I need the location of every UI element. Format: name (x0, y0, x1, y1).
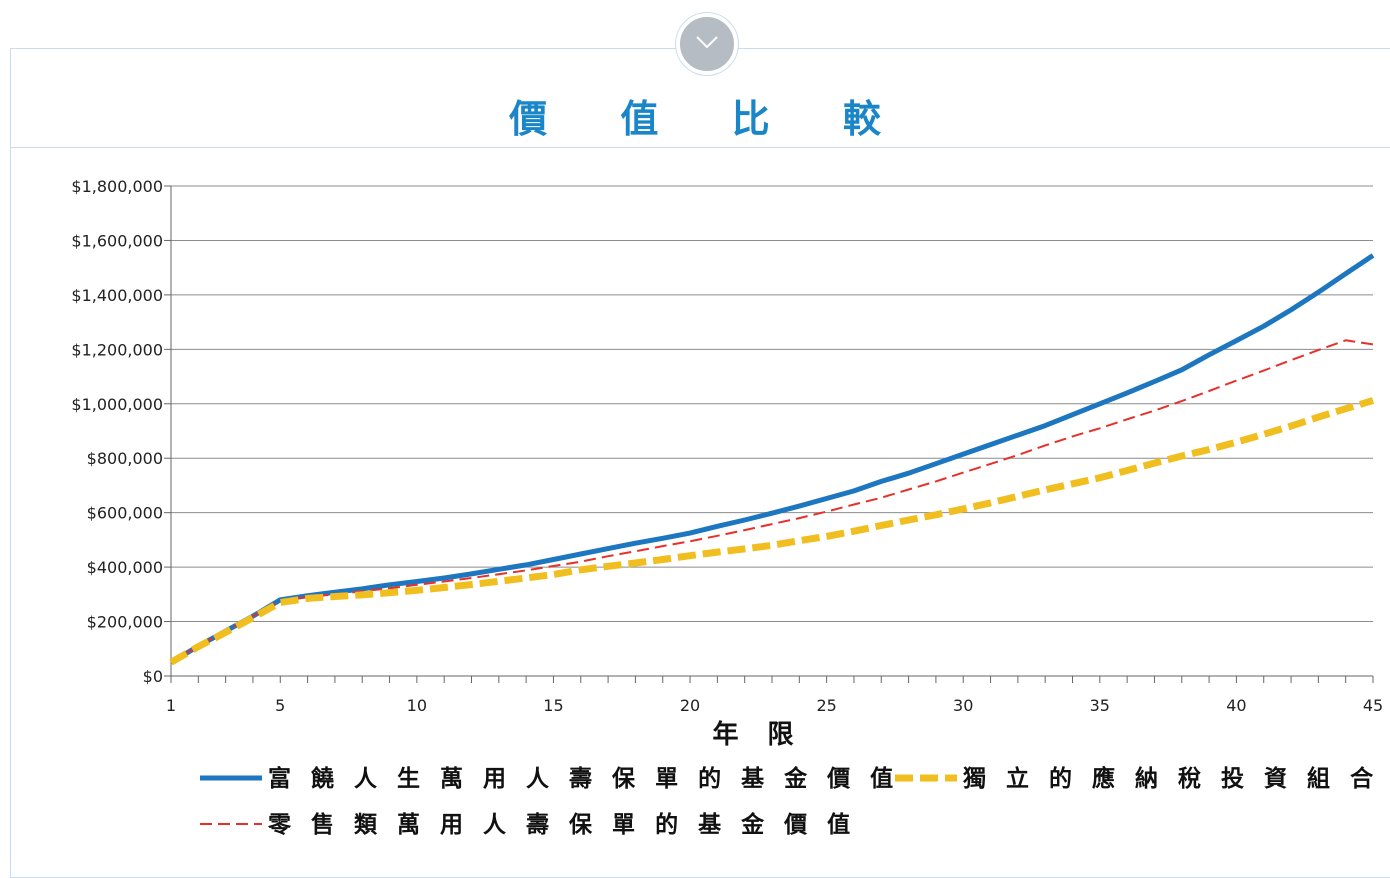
x-tick-label: 30 (953, 696, 973, 715)
series-line-3 (170, 339, 1374, 664)
collapse-toggle-button[interactable] (676, 13, 738, 75)
x-tick-label: 5 (275, 696, 285, 715)
x-tick-label: 1 (166, 696, 176, 715)
series-line-1 (169, 253, 1375, 665)
x-tick-label: 45 (1363, 696, 1383, 715)
page-title: 價 值 比 較 (509, 97, 911, 141)
x-tick-label: 25 (816, 696, 836, 715)
line-chart: $0 $200,000 $400,000 $600,000 $800,000 $1,000… (71, 177, 1383, 838)
y-tick-label: $1,600,000 (71, 231, 163, 250)
y-tick-label: $1,800,000 (71, 177, 163, 196)
chevron-down-icon (696, 36, 718, 49)
y-tick-label: $600,000 (87, 504, 163, 523)
y-tick-label: $0 (143, 667, 163, 686)
y-tick-label: $1,000,000 (71, 395, 163, 414)
x-tick-label: 10 (407, 696, 427, 715)
y-tick-label: $1,200,000 (71, 340, 163, 359)
x-tick-label: 15 (543, 696, 563, 715)
y-tick-label: $400,000 (87, 558, 163, 577)
series-line-2 (169, 397, 1375, 666)
legend-label: 富 饒 人 生 萬 用 人 壽 保 單 的 基 金 價 值 (268, 765, 899, 792)
legend-label: 零 售 類 萬 用 人 壽 保 單 的 基 金 價 值 (267, 811, 856, 838)
y-tick-label: $800,000 (87, 449, 163, 468)
legend-label: 獨 立 的 應 納 稅 投 資 組 合 (962, 765, 1379, 792)
y-tick-label: $1,400,000 (71, 286, 163, 305)
x-tick-label: 20 (680, 696, 700, 715)
x-tick-label: 40 (1226, 696, 1246, 715)
y-tick-label: $200,000 (87, 613, 163, 632)
x-axis-title: 年 限 (712, 719, 803, 750)
x-tick-label: 35 (1090, 696, 1110, 715)
